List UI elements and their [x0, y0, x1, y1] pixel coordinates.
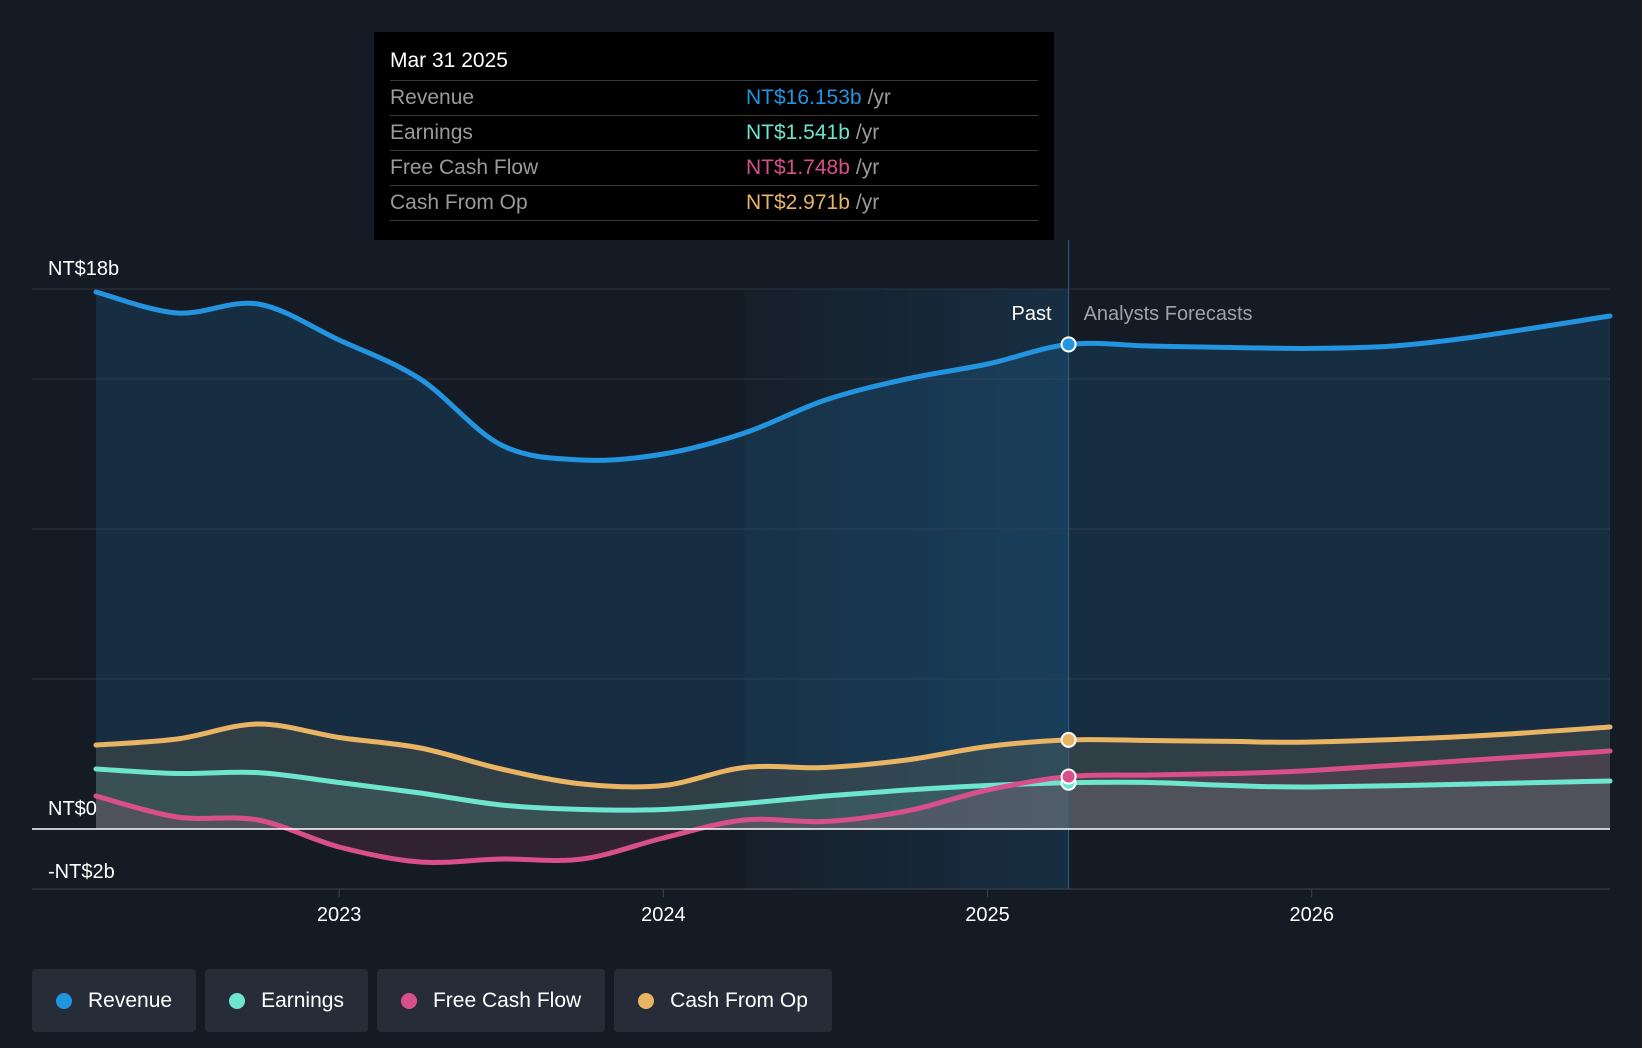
tooltip-label: Cash From Op	[390, 191, 528, 214]
tooltip-value: NT$2.971b	[746, 191, 850, 214]
tooltip-value: NT$1.541b	[746, 121, 850, 144]
free-cash-flow-area	[96, 751, 1610, 863]
free-cash-flow-line	[93, 748, 1613, 866]
earnings-area	[96, 769, 1610, 829]
revenue-line	[93, 289, 1613, 463]
x-tick-label: 2023	[317, 904, 362, 926]
cash-from-op-dot-icon	[638, 992, 655, 1009]
tooltip-date: Mar 31 2025	[390, 49, 508, 72]
chart: NT$18b NT$0 -NT$2b 2023 2024 2025 2026 Past A…	[32, 240, 1613, 926]
cash-from-op-line	[93, 721, 1613, 790]
x-tick-label: 2024	[641, 904, 686, 926]
earnings-dot-icon	[229, 992, 246, 1009]
free-cash-flow-dot-icon	[400, 992, 417, 1009]
tooltip-label: Revenue	[390, 86, 475, 109]
revenue-dot-icon	[56, 992, 72, 1009]
cash-from-op-marker[interactable]	[1060, 731, 1077, 748]
tooltip-label: Free Cash Flow	[390, 156, 539, 179]
revenue-marker[interactable]	[1060, 336, 1077, 353]
earnings-line	[93, 766, 1613, 813]
tooltip-row-revenue: Revenue NT$16.153b /yr	[390, 80, 1038, 115]
tooltip-unit: /yr	[855, 121, 880, 144]
tooltip-unit: /yr	[867, 86, 891, 109]
tooltip-row-cash-from-op: Cash From Op NT$2.971b /yr	[390, 185, 1038, 221]
tooltip-value: NT$1.748b	[746, 156, 850, 179]
legend-item-free-cash-flow[interactable]: Free Cash Flow	[376, 969, 606, 1032]
legend-item-revenue[interactable]: Revenue	[32, 969, 197, 1032]
legend-item-cash-from-op[interactable]: Cash From Op	[614, 969, 832, 1032]
tooltip-row-earnings: Earnings NT$1.541b /yr	[390, 115, 1038, 150]
tooltip-unit: /yr	[855, 156, 880, 179]
x-tick-label: 2025	[965, 904, 1010, 926]
tooltip: Mar 31 2025 Revenue NT$16.153b /yr Earni…	[374, 32, 1054, 240]
legend-label: Revenue	[88, 988, 173, 1012]
legend-item-earnings[interactable]: Earnings	[205, 969, 368, 1032]
tooltip-row-free-cash-flow: Free Cash Flow NT$1.748b /yr	[390, 150, 1038, 185]
past-label: Past	[1012, 303, 1052, 325]
legend-label: Earnings	[261, 988, 344, 1012]
tooltip-unit: /yr	[855, 191, 880, 214]
legend-label: Free Cash Flow	[432, 988, 582, 1012]
legend: Revenue Earnings Free Cash Flow Cash Fro…	[32, 969, 832, 1032]
tooltip-value: NT$16.153b	[746, 86, 862, 109]
legend-label: Cash From Op	[670, 988, 808, 1012]
x-tick-label: 2026	[1289, 904, 1334, 926]
free-cash-flow-marker[interactable]	[1060, 768, 1077, 785]
y-tick-label: -NT$2b	[48, 861, 115, 883]
tooltip-label: Earnings	[390, 121, 473, 144]
forecast-label: Analysts Forecasts	[1084, 303, 1253, 325]
y-tick-label: NT$18b	[48, 258, 119, 280]
y-tick-label: NT$0	[48, 798, 97, 820]
